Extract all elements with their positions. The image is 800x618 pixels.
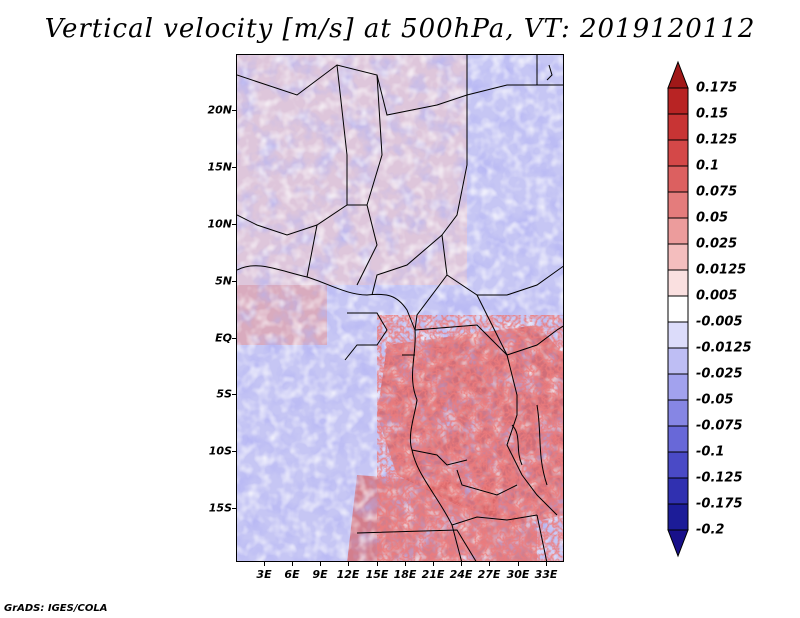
lat-label-5s: 5S xyxy=(216,387,232,401)
lat-label-15s: 15S xyxy=(208,501,232,515)
lon-tick xyxy=(405,562,406,566)
grads-credit: GrADS: IGES/COLA xyxy=(4,603,108,614)
colorbar-label: -0.175 xyxy=(696,496,743,512)
colorbar-bottom-arrow xyxy=(667,529,689,558)
lat-tick xyxy=(232,281,236,282)
colorbar-bin xyxy=(667,425,689,453)
colorbar-bin xyxy=(667,399,689,427)
velocity-map[interactable] xyxy=(236,54,564,562)
colorbar-label: -0.0125 xyxy=(696,340,752,356)
colorbar-bin xyxy=(667,217,689,245)
colorbar-bin xyxy=(667,87,689,115)
lon-tick xyxy=(546,562,547,566)
lon-label-3e: 3E xyxy=(256,568,272,581)
lat-label-15n: 15N xyxy=(207,160,232,174)
colorbar-label: 0.175 xyxy=(696,80,738,96)
lat-tick xyxy=(232,338,236,339)
lat-label-eq: EQ xyxy=(215,331,232,345)
lon-tick xyxy=(489,562,490,566)
lon-label-18e: 18E xyxy=(393,568,417,581)
lat-tick xyxy=(232,224,236,225)
colorbar xyxy=(667,60,689,558)
lon-label-21e: 21E xyxy=(421,568,445,581)
lat-label-20n: 20N xyxy=(207,103,232,117)
lon-label-12e: 12E xyxy=(336,568,360,581)
colorbar-bin xyxy=(667,321,689,349)
colorbar-label: -0.005 xyxy=(696,314,743,330)
colorbar-label: -0.05 xyxy=(696,392,734,408)
lon-tick xyxy=(264,562,265,566)
colorbar-bin xyxy=(667,477,689,505)
colorbar-label: 0.05 xyxy=(696,210,729,226)
lon-tick xyxy=(348,562,349,566)
noise-red xyxy=(377,315,563,561)
lat-tick xyxy=(232,394,236,395)
lon-label-27e: 27E xyxy=(477,568,501,581)
colorbar-bin xyxy=(667,243,689,271)
chart-title: Vertical velocity [m/s] at 500hPa, VT: 2… xyxy=(44,14,756,44)
lon-label-9e: 9E xyxy=(312,568,328,581)
colorbar-label: -0.125 xyxy=(696,470,743,486)
colorbar-bin xyxy=(667,139,689,167)
colorbar-top-arrow xyxy=(667,60,689,89)
colorbar-label: -0.075 xyxy=(696,418,743,434)
lon-label-6e: 6E xyxy=(284,568,300,581)
lon-label-30e: 30E xyxy=(506,568,530,581)
lon-tick xyxy=(461,562,462,566)
lat-tick xyxy=(232,110,236,111)
map-canvas xyxy=(237,55,563,561)
colorbar-label: 0.025 xyxy=(696,236,738,252)
colorbar-label: -0.025 xyxy=(696,366,743,382)
colorbar-bin xyxy=(667,295,689,323)
colorbar-bin xyxy=(667,269,689,297)
lon-tick xyxy=(377,562,378,566)
colorbar-label: -0.1 xyxy=(696,444,725,460)
lon-tick xyxy=(292,562,293,566)
colorbar-bin xyxy=(667,503,689,531)
lon-label-33e: 33E xyxy=(534,568,558,581)
lon-label-15e: 15E xyxy=(365,568,389,581)
colorbar-label: -0.2 xyxy=(696,522,725,538)
lat-tick xyxy=(232,451,236,452)
colorbar-label: 0.125 xyxy=(696,132,738,148)
colorbar-bin xyxy=(667,373,689,401)
coastline xyxy=(237,265,462,561)
colorbar-bin xyxy=(667,113,689,141)
colorbar-bin xyxy=(667,191,689,219)
colorbar-label: 0.15 xyxy=(696,106,729,122)
lat-label-10n: 10N xyxy=(207,217,232,231)
lat-label-5n: 5N xyxy=(215,274,232,288)
lon-tick xyxy=(518,562,519,566)
colorbar-label: 0.0125 xyxy=(696,262,747,278)
lat-tick xyxy=(232,508,236,509)
lat-label-10s: 10S xyxy=(208,444,232,458)
colorbar-label: 0.005 xyxy=(696,288,738,304)
lon-tick xyxy=(433,562,434,566)
lat-tick xyxy=(232,167,236,168)
colorbar-label: 0.1 xyxy=(696,158,720,174)
colorbar-bin xyxy=(667,347,689,375)
colorbar-bin xyxy=(667,165,689,193)
colorbar-bin xyxy=(667,451,689,479)
borders xyxy=(237,55,563,561)
lon-label-24e: 24E xyxy=(449,568,473,581)
lon-tick xyxy=(320,562,321,566)
colorbar-label: 0.075 xyxy=(696,184,738,200)
